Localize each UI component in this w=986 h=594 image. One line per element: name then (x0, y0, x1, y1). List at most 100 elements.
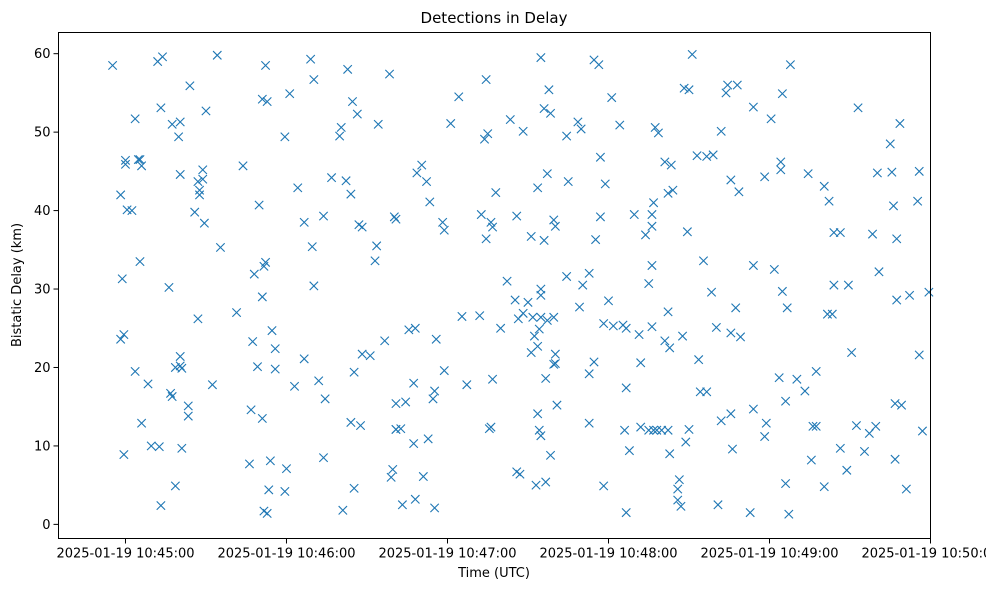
data-point (249, 269, 259, 279)
y-tick-label: 50 (34, 126, 51, 141)
data-point (760, 431, 770, 442)
data-point (185, 81, 195, 91)
data-point (726, 175, 736, 185)
data-point (847, 347, 857, 358)
data-point (487, 374, 498, 384)
data-point (314, 376, 324, 386)
data-point (262, 508, 272, 518)
data-point (252, 362, 263, 372)
y-tick: 60 (34, 47, 59, 62)
y-tick-label: 10 (34, 439, 51, 454)
data-point (244, 459, 255, 469)
data-point (257, 413, 267, 424)
data-point (116, 190, 126, 200)
data-point (721, 88, 731, 98)
data-point (917, 426, 928, 436)
data-point (716, 416, 726, 426)
data-point (766, 114, 776, 124)
data-point (177, 443, 187, 453)
data-point (231, 307, 242, 318)
data-point (410, 323, 420, 333)
data-point (133, 154, 143, 165)
y-tick: 30 (34, 283, 59, 298)
data-point (343, 64, 353, 74)
data-point (528, 312, 538, 322)
data-point (265, 456, 275, 466)
data-point (193, 176, 203, 187)
data-point (355, 420, 366, 431)
data-point (418, 471, 428, 482)
data-point (792, 374, 802, 384)
data-point (644, 278, 654, 289)
data-point (502, 276, 512, 286)
data-point (248, 337, 258, 347)
data-point (663, 425, 673, 435)
data-point (562, 271, 572, 282)
data-point (829, 227, 839, 238)
data-point (679, 83, 689, 93)
data-point (212, 50, 222, 60)
data-point (874, 267, 884, 277)
data-point (824, 196, 834, 206)
data-point (289, 381, 300, 391)
data-point (550, 221, 560, 231)
data-point (851, 420, 862, 431)
data-point (615, 120, 625, 130)
data-point (190, 207, 200, 217)
data-point (336, 122, 346, 133)
data-point (457, 311, 467, 322)
data-point (819, 482, 829, 492)
data-point (531, 480, 541, 490)
data-point (666, 160, 676, 170)
data-point (576, 124, 586, 134)
x-tick-label: 2025-01-19 10:50:00 (861, 547, 986, 562)
data-point (425, 197, 435, 207)
data-point (439, 366, 449, 376)
chart-title: Detections in Delay (421, 9, 568, 27)
data-point (890, 398, 900, 409)
y-tick-label: 60 (34, 47, 51, 62)
data-point (280, 486, 290, 497)
data-point (708, 150, 718, 160)
data-point (859, 446, 870, 457)
data-point (391, 214, 401, 224)
data-point (545, 108, 556, 118)
data-point (682, 227, 692, 237)
data-point (264, 485, 274, 495)
data-point (481, 234, 491, 244)
data-point (887, 167, 897, 177)
data-point (663, 307, 673, 317)
data-point (257, 292, 267, 302)
x-tick: 2025-01-19 10:47:00 (378, 538, 517, 562)
data-point (194, 190, 205, 200)
data-point (281, 464, 292, 474)
data-point (156, 103, 166, 113)
data-point (119, 449, 129, 460)
y-axis-label: Bistatic Delay (km) (10, 223, 25, 347)
data-point (523, 297, 533, 307)
data-point (119, 329, 129, 340)
data-point (534, 425, 544, 435)
data-point (888, 201, 899, 211)
data-point (462, 380, 472, 390)
data-point (584, 268, 594, 278)
data-point (346, 417, 356, 427)
data-point (534, 324, 544, 334)
data-point (774, 373, 784, 383)
data-point (629, 209, 639, 220)
data-point (347, 96, 358, 107)
data-point (829, 280, 839, 290)
data-point (731, 303, 741, 313)
data-point (542, 169, 552, 179)
data-point (175, 169, 185, 180)
data-point (198, 165, 208, 175)
data-point (423, 434, 433, 444)
data-point (357, 349, 367, 359)
data-point (481, 74, 491, 85)
data-point (803, 169, 813, 179)
data-point (781, 396, 791, 406)
data-point (409, 438, 419, 449)
data-point (608, 321, 618, 331)
data-point (285, 89, 295, 99)
